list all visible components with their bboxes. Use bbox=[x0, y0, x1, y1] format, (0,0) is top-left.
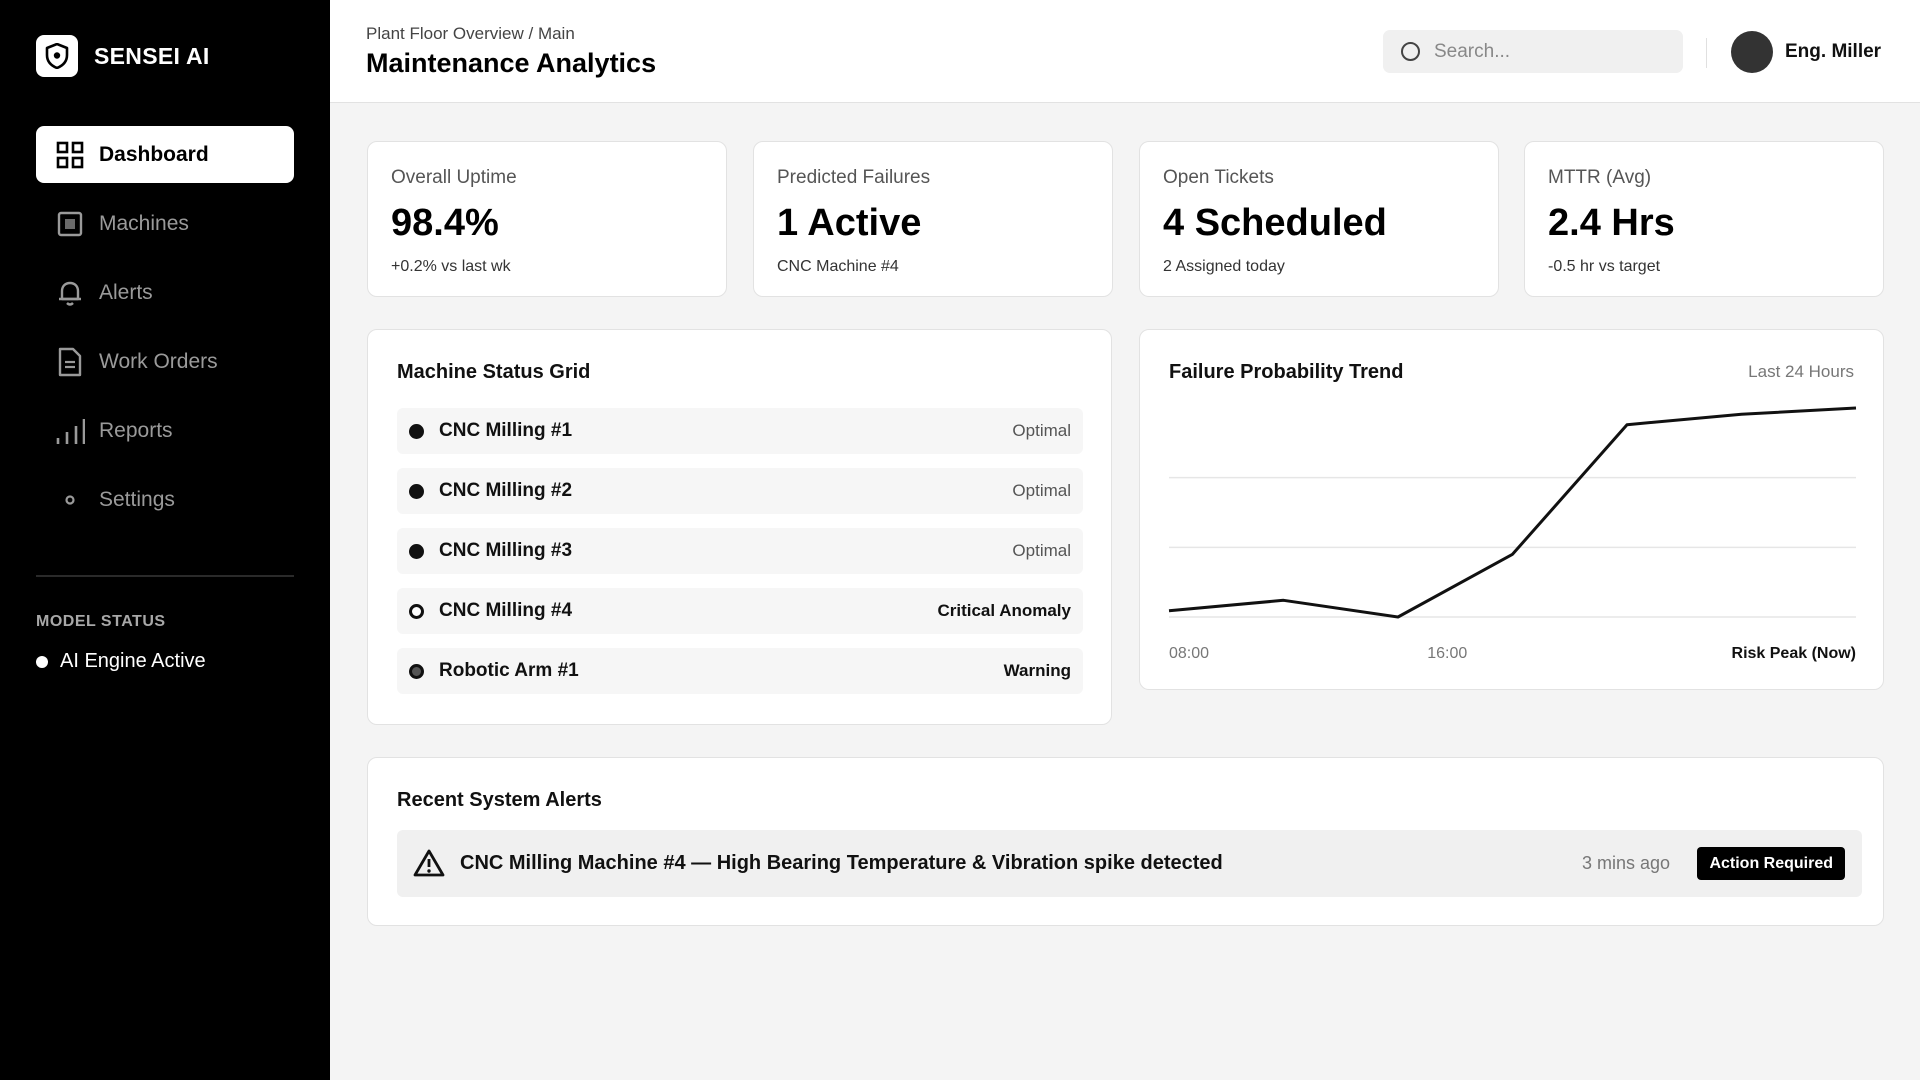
machine-status: Optimal bbox=[1012, 421, 1071, 440]
machine-row[interactable]: CNC Milling #1 Optimal bbox=[397, 408, 1083, 454]
sidebar-item-label: Dashboard bbox=[99, 142, 209, 166]
sidebar-item-label: Reports bbox=[99, 418, 173, 442]
search-box[interactable] bbox=[1383, 30, 1683, 73]
stat-sub: CNC Machine #4 bbox=[777, 258, 899, 275]
machine-status-panel: Machine Status Grid CNC Milling #1 Optim… bbox=[367, 329, 1112, 725]
bar-chart-icon bbox=[52, 413, 88, 449]
stat-card-predicted-failures: Predicted Failures 1 Active CNC Machine … bbox=[753, 141, 1113, 297]
warning-triangle-icon bbox=[413, 848, 445, 883]
chart-range-label[interactable]: Last 24 Hours bbox=[1748, 362, 1854, 381]
stat-label: Open Tickets bbox=[1163, 167, 1274, 188]
failure-trend-panel: Failure Probability Trend Last 24 Hours … bbox=[1139, 329, 1884, 690]
grid-icon bbox=[52, 137, 88, 173]
stat-label: Predicted Failures bbox=[777, 167, 931, 188]
sidebar-item-label: Alerts bbox=[99, 280, 153, 304]
alert-time: 3 mins ago bbox=[1581, 853, 1670, 873]
stat-label: MTTR (Avg) bbox=[1548, 167, 1652, 188]
machine-name: CNC Milling #1 bbox=[439, 420, 573, 441]
chart-grid bbox=[1169, 476, 1856, 618]
status-indicator-icon bbox=[409, 603, 424, 619]
alert-text: CNC Milling Machine #4 — High Bearing Te… bbox=[460, 852, 1223, 874]
trend-chart: 08:00 16:00 Risk Peak (Now) bbox=[1168, 406, 1857, 662]
machine-status: Optimal bbox=[1012, 541, 1071, 560]
model-status-value: AI Engine Active bbox=[60, 650, 206, 672]
sidebar-item-settings[interactable]: Settings bbox=[36, 471, 294, 528]
shield-icon bbox=[36, 35, 78, 77]
model-status-label: MODEL STATUS bbox=[36, 613, 166, 630]
sidebar-nav: Dashboard Machines Alerts bbox=[36, 126, 294, 540]
machine-row[interactable]: CNC Milling #3 Optimal bbox=[397, 528, 1083, 574]
machine-row[interactable]: CNC Milling #2 Optimal bbox=[397, 468, 1083, 514]
sidebar-item-dashboard[interactable]: Dashboard bbox=[36, 126, 294, 183]
avatar[interactable] bbox=[1731, 31, 1773, 73]
stat-card-mttr: MTTR (Avg) 2.4 Hrs -0.5 hr vs target bbox=[1524, 141, 1884, 297]
machine-status: Critical Anomaly bbox=[937, 601, 1071, 620]
search-icon bbox=[1401, 42, 1420, 61]
status-indicator-icon bbox=[409, 423, 424, 439]
machine-name: CNC Milling #4 bbox=[439, 600, 573, 621]
chart-x-tick-label: Risk Peak (Now) bbox=[1732, 645, 1856, 662]
recent-alerts-panel: Recent System Alerts CNC Milling Machine… bbox=[367, 757, 1884, 926]
status-indicator-icon bbox=[409, 483, 424, 499]
header-divider bbox=[1706, 38, 1707, 68]
trend-series-line bbox=[1168, 406, 1857, 619]
stat-value: 4 Scheduled bbox=[1163, 202, 1387, 244]
search-input[interactable] bbox=[1434, 40, 1664, 63]
machine-list: CNC Milling #1 Optimal CNC Milling #2 Op… bbox=[397, 408, 1083, 708]
panel-title: Machine Status Grid bbox=[397, 361, 591, 383]
machine-icon bbox=[52, 206, 88, 242]
sidebar-item-reports[interactable]: Reports bbox=[36, 402, 294, 459]
bell-icon bbox=[52, 275, 88, 311]
sidebar-item-label: Settings bbox=[99, 487, 175, 511]
stat-sub: 2 Assigned today bbox=[1163, 258, 1285, 275]
stat-value: 1 Active bbox=[777, 202, 922, 244]
user-name[interactable]: Eng. Miller bbox=[1785, 41, 1882, 62]
alert-item[interactable]: CNC Milling Machine #4 — High Bearing Te… bbox=[397, 830, 1862, 897]
sidebar-item-work-orders[interactable]: Work Orders bbox=[36, 333, 294, 390]
machine-row[interactable]: Robotic Arm #1 Warning bbox=[397, 648, 1083, 694]
status-dot-icon bbox=[36, 655, 48, 668]
machine-name: CNC Milling #2 bbox=[439, 480, 573, 501]
stat-sub: +0.2% vs last wk bbox=[391, 258, 511, 275]
sidebar-item-alerts[interactable]: Alerts bbox=[36, 264, 294, 321]
document-icon bbox=[52, 344, 88, 380]
stat-sub: -0.5 hr vs target bbox=[1548, 258, 1661, 275]
sidebar-item-machines[interactable]: Machines bbox=[36, 195, 294, 252]
model-status: AI Engine Active bbox=[36, 650, 206, 673]
action-required-badge[interactable]: Action Required bbox=[1697, 847, 1845, 880]
sidebar-divider bbox=[36, 575, 294, 577]
sidebar-item-label: Work Orders bbox=[99, 349, 218, 373]
chart-x-tick-label: 16:00 bbox=[1427, 645, 1467, 662]
panel-title: Failure Probability Trend bbox=[1169, 361, 1404, 383]
sidebar-item-label: Machines bbox=[99, 211, 189, 235]
chart-x-ticks: 08:00 16:00 Risk Peak (Now) bbox=[1169, 645, 1856, 662]
chart-x-tick-label: 08:00 bbox=[1169, 645, 1209, 662]
machine-name: Robotic Arm #1 bbox=[439, 660, 579, 681]
stat-card-open-tickets: Open Tickets 4 Scheduled 2 Assigned toda… bbox=[1139, 141, 1499, 297]
page-title: Maintenance Analytics bbox=[366, 48, 657, 78]
status-indicator-icon bbox=[409, 543, 424, 559]
brand[interactable]: SENSEI AI bbox=[36, 35, 210, 77]
panel-title: Recent System Alerts bbox=[397, 789, 602, 811]
stat-card-uptime: Overall Uptime 98.4% +0.2% vs last wk bbox=[367, 141, 727, 297]
dot-icon bbox=[52, 482, 88, 518]
brand-name: SENSEI AI bbox=[94, 42, 210, 69]
status-indicator-icon bbox=[409, 663, 424, 679]
stat-value: 98.4% bbox=[391, 202, 499, 244]
machine-name: CNC Milling #3 bbox=[439, 540, 573, 561]
stat-label: Overall Uptime bbox=[391, 167, 517, 188]
machine-row[interactable]: CNC Milling #4 Critical Anomaly bbox=[397, 588, 1083, 634]
machine-status: Optimal bbox=[1012, 481, 1071, 500]
sidebar: SENSEI AI Dashboard Machines bbox=[0, 0, 330, 1080]
machine-status: Warning bbox=[1003, 661, 1071, 680]
top-header: Plant Floor Overview / Main Maintenance … bbox=[330, 0, 1920, 103]
breadcrumb[interactable]: Plant Floor Overview / Main bbox=[366, 24, 575, 43]
stat-value: 2.4 Hrs bbox=[1548, 202, 1675, 244]
